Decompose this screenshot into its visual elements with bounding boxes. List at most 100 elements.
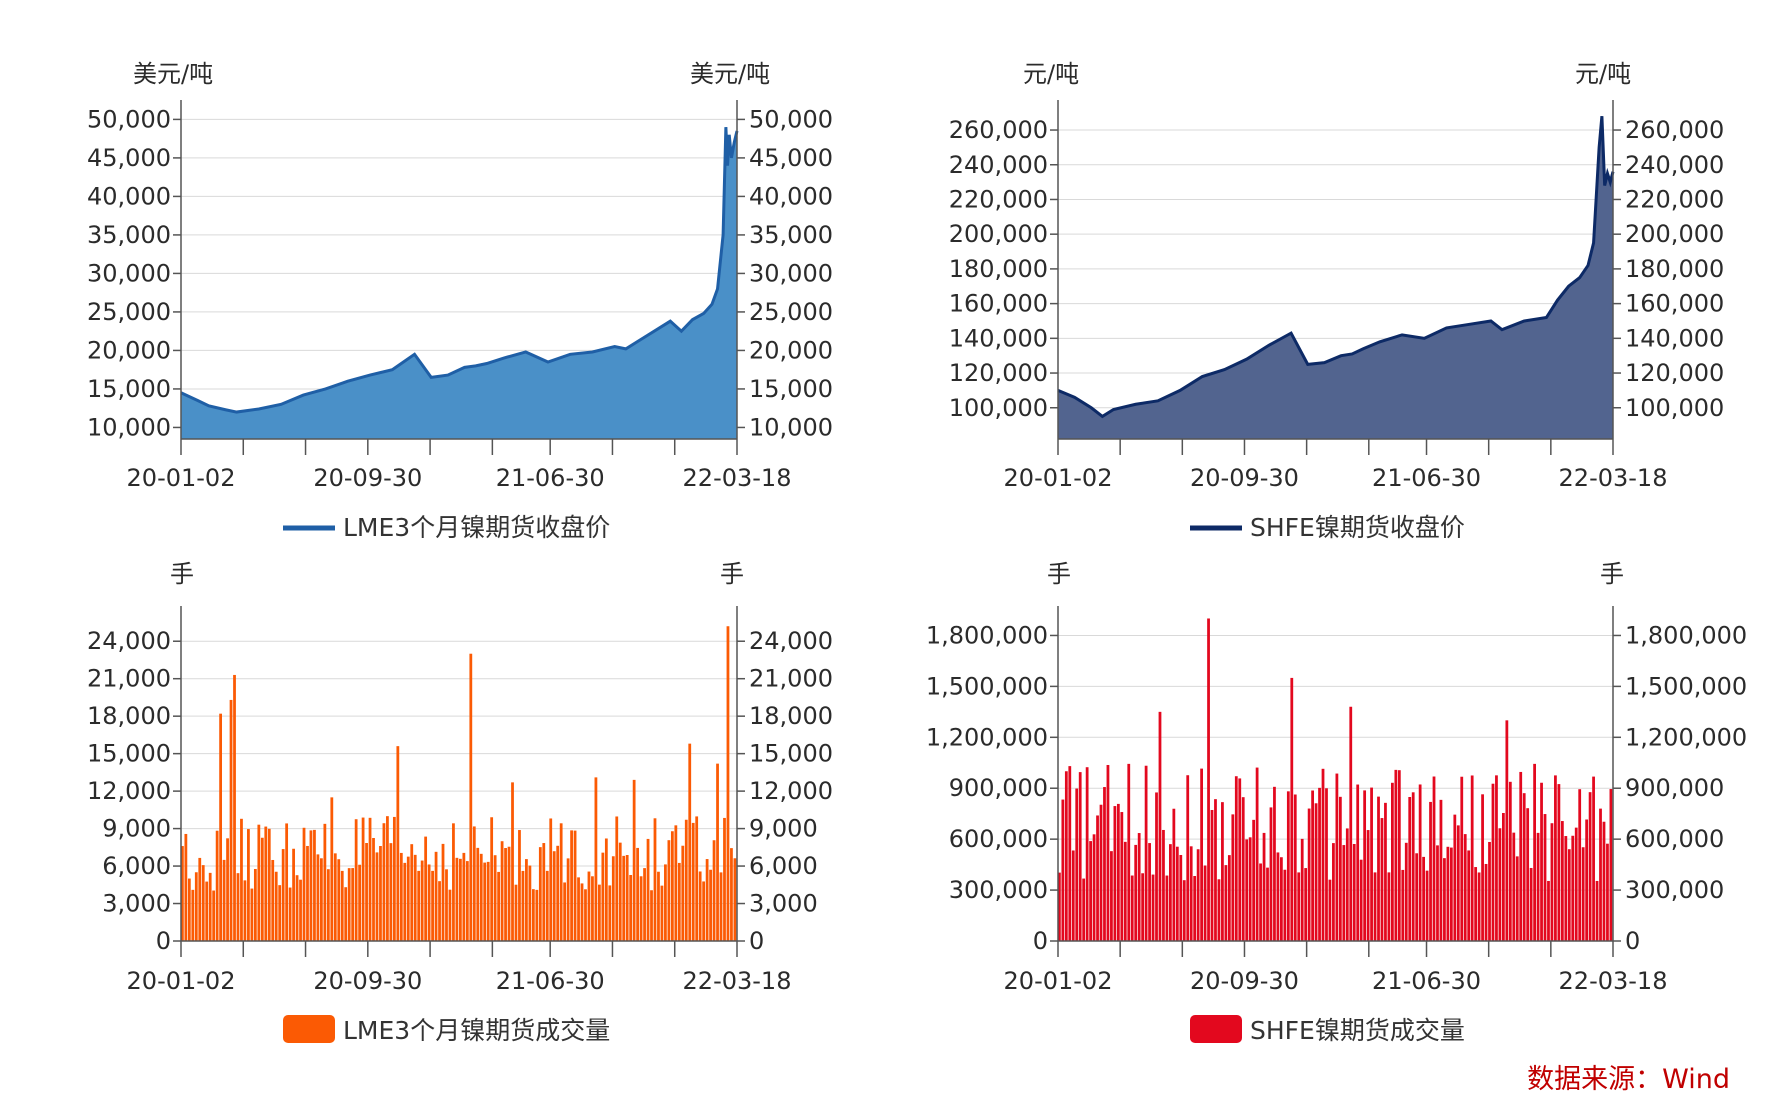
bar <box>531 889 535 941</box>
bar <box>636 847 640 941</box>
bar <box>1207 618 1210 941</box>
source-note: 数据来源：Wind <box>1527 1064 1730 1095</box>
bar <box>1165 875 1169 941</box>
bar <box>1366 830 1370 941</box>
bar <box>292 848 295 941</box>
bar <box>521 870 525 941</box>
y-tick-label-left: 0 <box>1033 927 1048 955</box>
bar <box>1172 808 1176 941</box>
y-tick-label-left: 15,000 <box>87 375 171 403</box>
y-tick-label-right: 300,000 <box>1625 876 1724 904</box>
bar <box>1429 801 1432 941</box>
bar <box>1505 720 1509 941</box>
bar <box>441 843 445 941</box>
bar <box>368 817 372 941</box>
bar <box>1311 790 1314 941</box>
bar <box>1470 775 1474 941</box>
bar <box>1432 776 1436 941</box>
bar <box>563 882 567 941</box>
bar <box>386 816 389 941</box>
bar <box>1515 856 1519 941</box>
bar <box>1314 803 1318 941</box>
y-tick-label-right: 45,000 <box>749 144 833 172</box>
bar <box>243 880 247 941</box>
x-tick-label: 20-09-30 <box>1190 967 1299 995</box>
bar <box>507 846 511 941</box>
bar <box>361 817 365 941</box>
bar <box>459 858 462 941</box>
y-tick-label-right: 30,000 <box>749 259 833 287</box>
shfe-price-chart: 100,000 100,000 120,000 120,000 140,000 140,0… <box>949 60 1725 542</box>
bar <box>650 890 653 941</box>
y-tick-label-right: 15,000 <box>749 375 833 403</box>
bar <box>483 862 487 941</box>
bar <box>629 874 633 941</box>
bar <box>611 856 615 941</box>
bar <box>233 674 236 941</box>
y-tick-label-right: 15,000 <box>749 740 833 768</box>
bar <box>1300 838 1304 941</box>
y-tick-label-right: 18,000 <box>749 702 833 730</box>
bar <box>1290 677 1294 941</box>
y-tick-label-left: 1,200,000 <box>926 723 1048 751</box>
bar <box>313 829 316 941</box>
bar <box>194 872 198 941</box>
bar <box>1214 799 1217 941</box>
y-tick-label-left: 900,000 <box>949 774 1048 802</box>
unit-label-right: 手 <box>1600 560 1624 588</box>
bar <box>184 833 188 941</box>
bar <box>1217 879 1221 941</box>
bar <box>625 855 629 941</box>
y-tick-label-left: 50,000 <box>87 105 171 133</box>
y-tick-label-left: 12,000 <box>87 777 171 805</box>
bar <box>1338 796 1342 941</box>
bar <box>1512 832 1516 941</box>
bar <box>1262 832 1266 941</box>
y-tick-label-right: 21,000 <box>749 665 833 693</box>
bar <box>354 819 358 941</box>
y-tick-label-left: 21,000 <box>87 665 171 693</box>
bar <box>573 830 577 941</box>
bar <box>1061 799 1065 941</box>
y-tick-label-left: 240,000 <box>949 151 1048 179</box>
bar <box>1599 808 1602 941</box>
y-tick-label-right: 35,000 <box>749 221 833 249</box>
bar <box>330 797 334 941</box>
bar <box>1245 839 1249 941</box>
y-tick-label-right: 20,000 <box>749 336 833 364</box>
y-tick-label-left: 140,000 <box>949 324 1048 352</box>
bar <box>1557 784 1561 941</box>
bar <box>608 885 612 941</box>
bar <box>1359 859 1363 941</box>
bar <box>309 830 313 941</box>
bar <box>406 856 410 941</box>
lme-volume-chart: 0 0 3,000 3,000 6,000 6,000 9,000 9,000 12,000 12… <box>87 560 833 1045</box>
bar <box>448 889 452 941</box>
bar <box>1120 812 1124 941</box>
bar <box>1193 876 1197 941</box>
bar <box>1491 783 1495 941</box>
y-tick-label-left: 45,000 <box>87 144 171 172</box>
y-tick-label-right: 100,000 <box>1625 394 1724 422</box>
bar <box>716 763 719 941</box>
bar <box>399 852 403 941</box>
bar <box>351 868 355 941</box>
bar <box>702 881 706 941</box>
bar <box>639 876 643 941</box>
bar <box>643 868 646 941</box>
y-tick-label-right: 12,000 <box>749 777 833 805</box>
bar <box>1567 849 1571 941</box>
bar <box>594 777 598 941</box>
x-tick-label: 20-09-30 <box>313 464 422 492</box>
y-tick-label-right: 180,000 <box>1625 255 1724 283</box>
bar <box>591 876 594 941</box>
y-tick-label-left: 120,000 <box>949 359 1048 387</box>
x-tick-label: 22-03-18 <box>1559 464 1668 492</box>
y-tick-label-right: 240,000 <box>1625 151 1724 179</box>
bar <box>1106 764 1110 941</box>
bar <box>1321 768 1325 941</box>
bar <box>723 817 726 941</box>
bar <box>247 829 250 941</box>
bar <box>382 823 386 941</box>
bar <box>1155 792 1158 941</box>
